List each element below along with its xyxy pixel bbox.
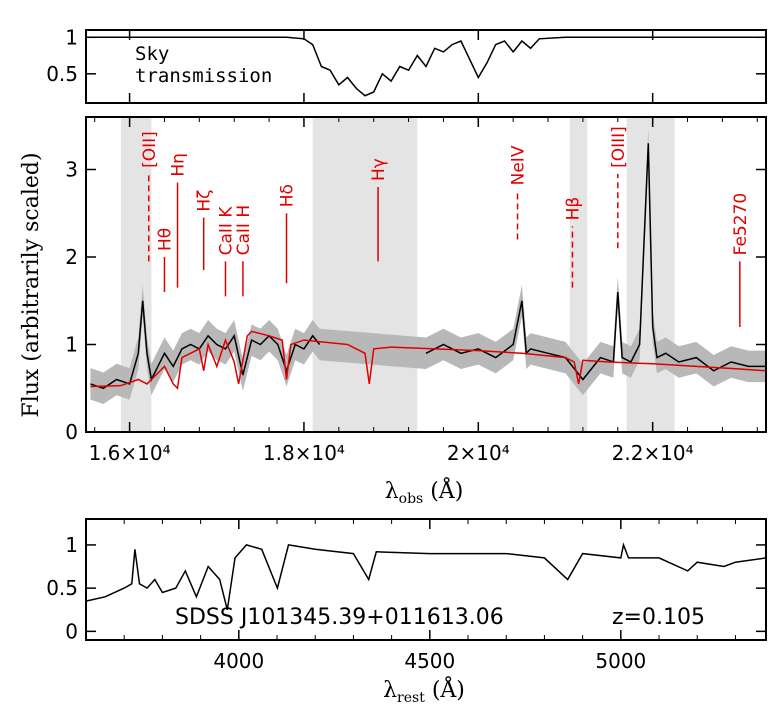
main-ytick-label: 2 <box>65 245 78 269</box>
emission-line-label: CaII H <box>234 205 254 256</box>
emission-line-label: Hδ <box>278 184 298 207</box>
x-axis-label-rest-sub: rest <box>397 690 425 706</box>
emission-line-label: Fe5270 <box>731 193 751 256</box>
object-name-label: SDSS J101345.39+011613.06 <box>175 605 504 630</box>
rest-spectrum-line <box>85 542 767 610</box>
telluric-shaded-region <box>626 117 675 432</box>
rest-ytick-label: 1 <box>65 533 78 557</box>
sky-label-line2: transmission <box>135 65 272 87</box>
x-axis-label-obs-main: λ <box>385 479 399 504</box>
x-axis-label-rest-main: λ <box>383 678 397 703</box>
flux-error-envelope <box>90 127 766 404</box>
x-axis-label-obs: λobs (Å) <box>385 476 464 507</box>
rest-frame <box>85 518 767 641</box>
x-axis-label-rest-unit: (Å) <box>425 675 465 703</box>
main-xtick-label: 1.8×10⁴ <box>263 441 345 465</box>
rest-xtick-label: 4500 <box>404 649 455 673</box>
sky-transmission-line <box>86 36 766 97</box>
x-axis-label-obs-sub: obs <box>399 491 424 507</box>
observed-spectrum-line-red <box>425 143 766 381</box>
x-axis-label-rest: λrest (Å) <box>383 675 465 706</box>
emission-line-label: Hθ <box>155 228 175 251</box>
main-ytick-label: 0 <box>65 420 78 444</box>
rest-xtick-label: 5000 <box>595 649 646 673</box>
emission-line-label: Hζ <box>195 190 215 212</box>
emission-line-label: Hη <box>169 153 189 177</box>
rest-xtick-label: 4000 <box>213 649 264 673</box>
emission-line-label: [OIII] <box>609 126 629 168</box>
main-ytick-label: 1 <box>65 333 78 357</box>
model-spectrum-line <box>90 330 767 390</box>
rest-ytick-label: 0 <box>65 619 78 643</box>
redshift-label: z=0.105 <box>612 605 705 630</box>
main-xtick-label: 2×10⁴ <box>447 441 510 465</box>
rest-plot-area: 0 0.5 1 4000 4500 5000 <box>46 518 767 673</box>
main-frame <box>85 116 767 433</box>
rest-frame-spectrum-panel: 0 0.5 1 4000 4500 5000 SDSS J101345.39+011613… <box>46 518 767 706</box>
y-axis-label: Flux (arbitrarily scaled) <box>19 152 44 417</box>
sky-ytick-label: 0.5 <box>46 62 78 86</box>
emission-line-label: CaII K <box>216 206 236 256</box>
emission-line-label: Hγ <box>369 158 389 181</box>
main-ytick-label: 3 <box>65 158 78 182</box>
sky-transmission-panel: 0.51 Sky transmission <box>46 25 767 104</box>
telluric-shaded-region <box>312 117 418 432</box>
sky-ytick-label: 1 <box>65 25 78 49</box>
sky-label-line1: Sky <box>135 43 169 65</box>
sky-plot-area: 0.51 <box>46 25 767 104</box>
observed-spectrum-line <box>90 300 321 390</box>
emission-line-label: Hβ <box>563 197 583 221</box>
main-xtick-label: 1.6×10⁴ <box>89 441 171 465</box>
rest-ytick-label: 0.5 <box>46 576 78 600</box>
emission-line-label: NeIV <box>509 145 529 185</box>
emission-line-label: [OII] <box>140 131 160 168</box>
x-axis-label-obs-unit: (Å) <box>423 476 463 504</box>
sky-frame <box>85 29 767 104</box>
main-xtick-label: 2.2×10⁴ <box>612 441 694 465</box>
